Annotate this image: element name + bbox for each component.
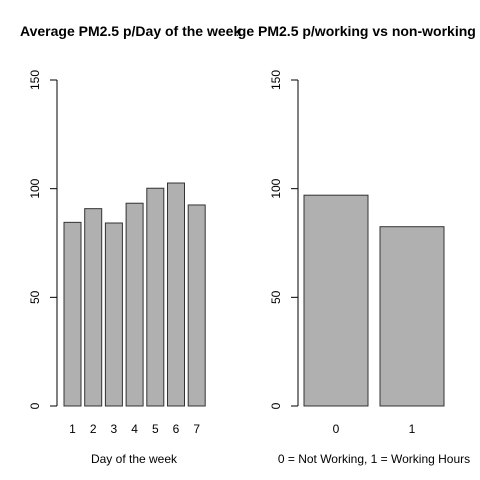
- left-y-tick-label: 100: [28, 178, 42, 198]
- left-x-tick-label: 4: [131, 422, 138, 436]
- left-y-tick-label: 0: [28, 402, 42, 409]
- right-x-axis-title: 0 = Not Working, 1 = Working Hours: [278, 452, 470, 466]
- left-x-tick-label: 1: [69, 422, 76, 436]
- left-bar-6: [168, 183, 185, 406]
- right-y-tick-label: 100: [269, 178, 283, 198]
- right-chart-title: Average PM2.5 p/working vs non-working h…: [199, 23, 480, 39]
- left-bar-5: [147, 188, 164, 406]
- left-x-tick-label: 3: [111, 422, 118, 436]
- right-x-tick-label: 0: [333, 422, 340, 436]
- right-bar-1: [380, 227, 444, 406]
- left-x-tick-label: 6: [173, 422, 180, 436]
- left-x-tick-label: 5: [152, 422, 159, 436]
- left-x-tick-label: 2: [90, 422, 97, 436]
- right-bar-0: [304, 195, 368, 406]
- right-y-tick-label: 50: [269, 290, 283, 304]
- left-chart-title: Average PM2.5 p/Day of the week: [20, 23, 241, 39]
- left-bar-3: [105, 223, 122, 406]
- left-bar-4: [126, 203, 143, 406]
- right-y-tick-label: 0: [269, 402, 283, 409]
- left-x-axis-title: Day of the week: [91, 452, 178, 466]
- left-x-tick-label: 7: [193, 422, 200, 436]
- left-chart-panel: Average PM2.5 p/Day of the week 05010015…: [20, 23, 241, 466]
- left-bar-7: [188, 205, 205, 406]
- right-chart-panel: Average PM2.5 p/working vs non-working h…: [199, 23, 480, 466]
- left-bar-1: [64, 222, 81, 406]
- left-y-tick-label: 150: [28, 70, 42, 90]
- left-y-tick-label: 50: [28, 290, 42, 304]
- right-x-tick-label: 1: [409, 422, 416, 436]
- right-y-tick-label: 150: [269, 70, 283, 90]
- left-bar-2: [85, 209, 102, 406]
